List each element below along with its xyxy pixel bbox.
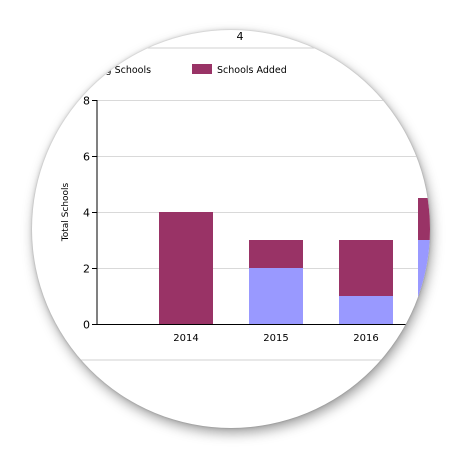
legend-swatch-continuing-schools [34, 64, 54, 74]
legend: Continuing Schools Schools Added [34, 64, 287, 76]
x-tick-label-2014: 2014 [173, 333, 198, 344]
stacked-bar-chart: 4 Continuing Schools Schools Added 02468 … [34, 30, 430, 361]
y-tick-label-6: 6 [83, 151, 90, 164]
y-tick-label-8: 8 [83, 95, 90, 108]
legend-label-continuing-schools: Continuing Schools [60, 65, 151, 76]
y-axis-title: Total Schools [61, 182, 71, 242]
bar-2016-continuing-schools [339, 296, 393, 324]
legend-label-schools-added: Schools Added [217, 65, 287, 76]
page-label: 4 [237, 30, 244, 43]
x-tick-label-2015: 2015 [263, 333, 288, 344]
bar-2016-schools-added [339, 240, 393, 296]
bar-2015-schools-added [249, 240, 303, 268]
x-tick-label-2016: 2016 [353, 333, 378, 344]
legend-swatch-schools-added [192, 64, 212, 74]
bar-partial-schools-added [418, 198, 430, 240]
y-axis-ticks: 0 2 4 6 8 [83, 95, 97, 332]
x-axis-labels: 2014 2015 2016 [173, 333, 378, 344]
bar-partial-continuing-schools [418, 240, 430, 324]
y-tick-label-0: 0 [83, 319, 90, 332]
y-tick-label-4: 4 [83, 207, 90, 220]
y-tick-label-2: 2 [83, 263, 90, 276]
bar-2015-continuing-schools [249, 268, 303, 324]
bars [159, 198, 430, 324]
bar-2014-schools-added [159, 212, 213, 324]
